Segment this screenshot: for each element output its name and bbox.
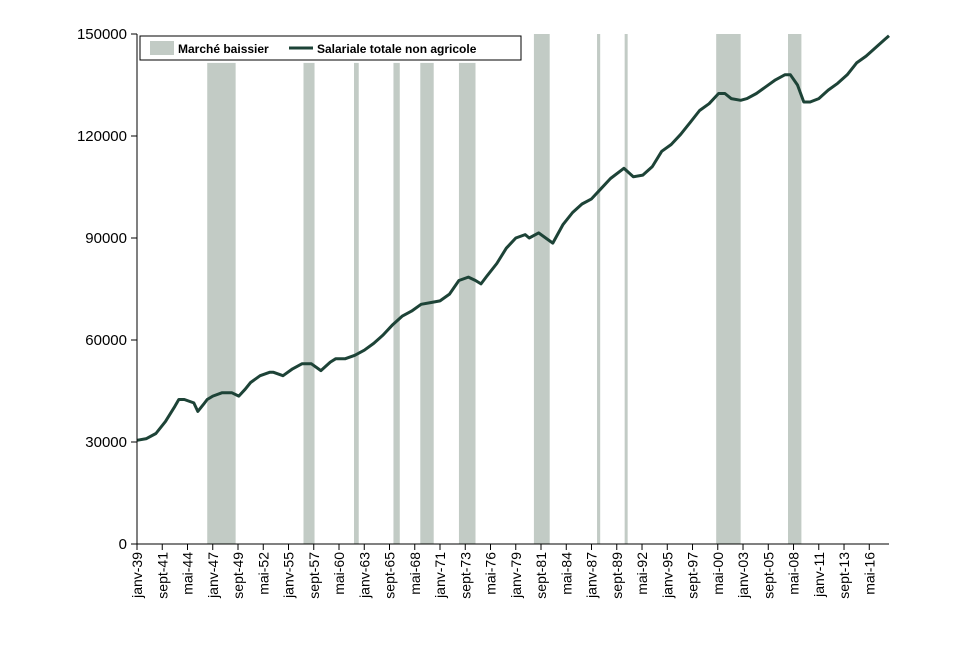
x-tick-label: janv-03 xyxy=(735,552,751,599)
y-tick-label: 90000 xyxy=(85,230,127,247)
legend-band-swatch xyxy=(150,41,174,55)
bear-market-band xyxy=(597,34,601,544)
employment-series-line xyxy=(136,34,890,442)
x-tick-label: mai-92 xyxy=(634,552,650,595)
bear-market-band xyxy=(353,62,359,545)
x-tick-label: janv-39 xyxy=(129,552,145,599)
bear-market-band xyxy=(393,62,400,545)
legend: Marché baissier Salariale totale non agr… xyxy=(139,35,522,61)
x-tick-label: mai-16 xyxy=(861,552,877,595)
x-tick-label: janv-11 xyxy=(811,552,827,598)
x-tick-label: sept-89 xyxy=(609,552,625,599)
bear-market-band xyxy=(207,62,236,545)
bear-market-band xyxy=(458,62,476,545)
x-tick-label: mai-60 xyxy=(331,552,347,595)
y-tick-label: 60000 xyxy=(85,332,127,349)
bear-market-band xyxy=(533,34,550,544)
x-tick-label: sept-05 xyxy=(760,552,776,599)
y-tick-label: 150000 xyxy=(77,26,127,43)
x-tick-label: mai-52 xyxy=(255,552,271,595)
x-tick-label: janv-63 xyxy=(356,552,372,599)
x-tick-label: mai-08 xyxy=(786,552,802,595)
bear-market-band xyxy=(303,62,315,545)
x-tick-label: sept-97 xyxy=(685,552,701,599)
axes xyxy=(131,33,889,550)
tick-labels: 0 30000 60000 90000 120000 150000 janv-39 sept-… xyxy=(77,26,877,599)
x-tick-label: janv-87 xyxy=(584,552,600,599)
series-lines xyxy=(136,34,890,442)
bear-market-band xyxy=(787,34,802,544)
x-tick-label: janv-55 xyxy=(281,552,297,599)
x-tick-label: mai-68 xyxy=(407,552,423,595)
x-tick-label: sept-13 xyxy=(836,552,852,599)
legend-box xyxy=(139,35,522,61)
y-tick-label: 120000 xyxy=(77,128,127,145)
x-tick-label: sept-41 xyxy=(154,552,170,599)
bear-market-bands xyxy=(207,34,802,545)
legend-line-label: Salariale totale non agricole xyxy=(317,42,477,56)
x-tick-label: sept-65 xyxy=(382,552,398,599)
x-tick-label: mai-00 xyxy=(710,552,726,595)
x-tick-label: janv-79 xyxy=(508,552,524,599)
x-tick-label: janv-95 xyxy=(659,552,675,599)
x-tick-label: mai-84 xyxy=(558,552,574,595)
x-tick-label: mai-76 xyxy=(483,552,499,595)
y-tick-label: 0 xyxy=(119,536,127,553)
x-tick-label: sept-81 xyxy=(533,552,549,599)
x-tick-label: sept-57 xyxy=(306,552,322,599)
y-tick-label: 30000 xyxy=(85,434,127,451)
x-tick-label: janv-71 xyxy=(432,552,448,599)
x-tick-label: sept-49 xyxy=(230,552,246,599)
bear-market-band xyxy=(716,34,741,544)
bear-market-band xyxy=(624,34,628,544)
x-tick-label: mai-44 xyxy=(180,552,196,595)
x-tick-label: sept-73 xyxy=(457,552,473,599)
legend-band-label: Marché baissier xyxy=(178,42,269,56)
x-tick-label: janv-47 xyxy=(205,552,221,599)
